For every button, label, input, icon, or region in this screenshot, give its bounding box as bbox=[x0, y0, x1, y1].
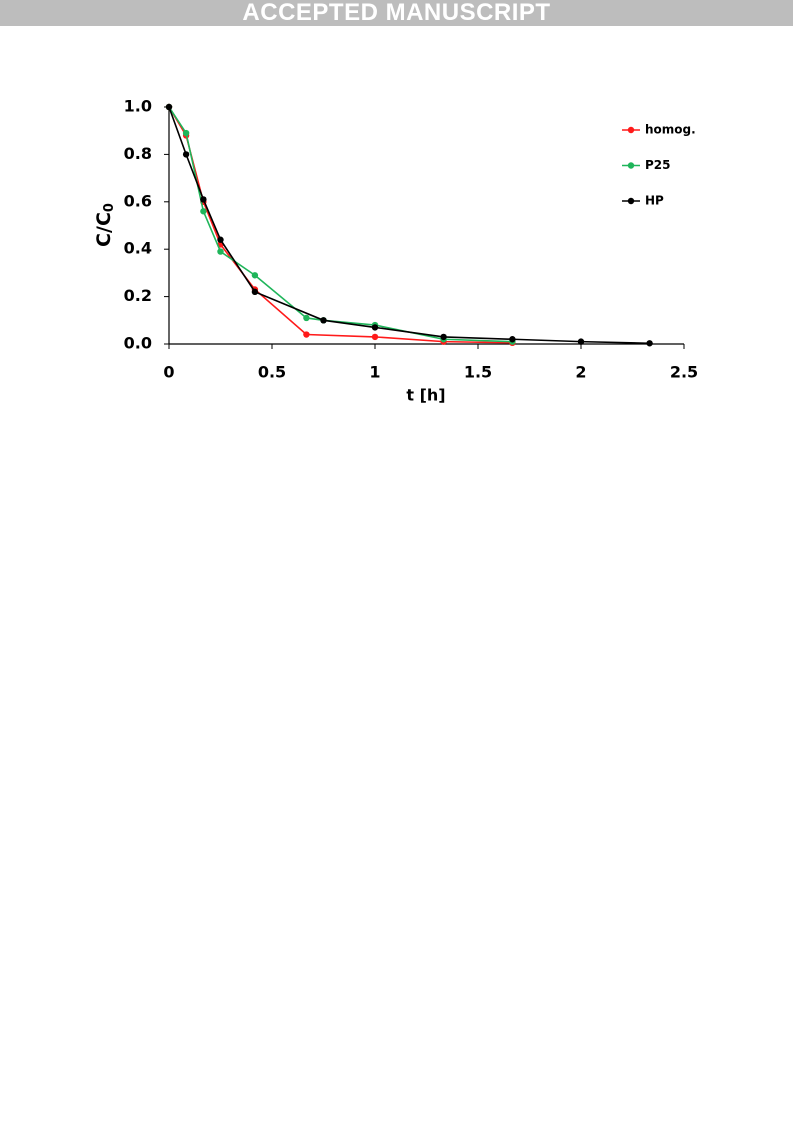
data-point bbox=[182, 129, 190, 137]
data-point bbox=[440, 333, 447, 341]
x-tick-label: 2 bbox=[575, 363, 586, 382]
data-point bbox=[217, 248, 224, 255]
x-tick-label: 1.5 bbox=[464, 363, 492, 382]
data-point bbox=[371, 333, 379, 341]
x-tick-label: 2.5 bbox=[670, 363, 698, 382]
y-axis-label: C/C0 bbox=[93, 203, 117, 247]
data-point bbox=[577, 338, 585, 345]
banner: ACCEPTED MANUSCRIPT bbox=[0, 0, 793, 26]
data-point bbox=[646, 340, 653, 347]
legend-marker bbox=[627, 162, 635, 169]
data-point bbox=[320, 317, 327, 324]
series-line bbox=[168, 106, 513, 344]
data-point bbox=[200, 208, 207, 215]
y-tick-label: 1.0 bbox=[124, 97, 152, 116]
data-point bbox=[165, 103, 173, 111]
x-tick-label: 1 bbox=[369, 363, 380, 382]
x-tick-label: 0.5 bbox=[258, 363, 286, 382]
y-tick-label: 0.0 bbox=[124, 334, 152, 353]
legend-marker bbox=[627, 126, 635, 134]
legend-label: P25 bbox=[645, 158, 671, 172]
y-tick-label: 0.2 bbox=[124, 286, 152, 305]
data-point bbox=[251, 288, 259, 296]
legend-label: HP bbox=[645, 194, 664, 208]
y-tick-label: 0.4 bbox=[124, 239, 152, 258]
series-line bbox=[168, 106, 650, 345]
y-label-sub: 0 bbox=[102, 203, 117, 212]
y-label-main: C/C bbox=[93, 212, 115, 247]
series-line bbox=[168, 106, 513, 343]
x-axis-label: t [h] bbox=[406, 386, 445, 405]
data-point bbox=[303, 331, 310, 338]
data-point bbox=[182, 151, 190, 158]
data-point bbox=[303, 314, 310, 322]
data-point bbox=[200, 196, 207, 203]
legend-label: homog. bbox=[645, 123, 696, 137]
data-point bbox=[251, 272, 259, 279]
y-tick-label: 0.8 bbox=[124, 144, 152, 163]
x-tick-label: 0 bbox=[163, 363, 174, 382]
data-point bbox=[371, 324, 379, 331]
y-tick-label: 0.6 bbox=[124, 191, 152, 210]
data-point bbox=[509, 336, 516, 343]
data-point bbox=[217, 236, 224, 243]
legend-marker bbox=[627, 197, 635, 205]
